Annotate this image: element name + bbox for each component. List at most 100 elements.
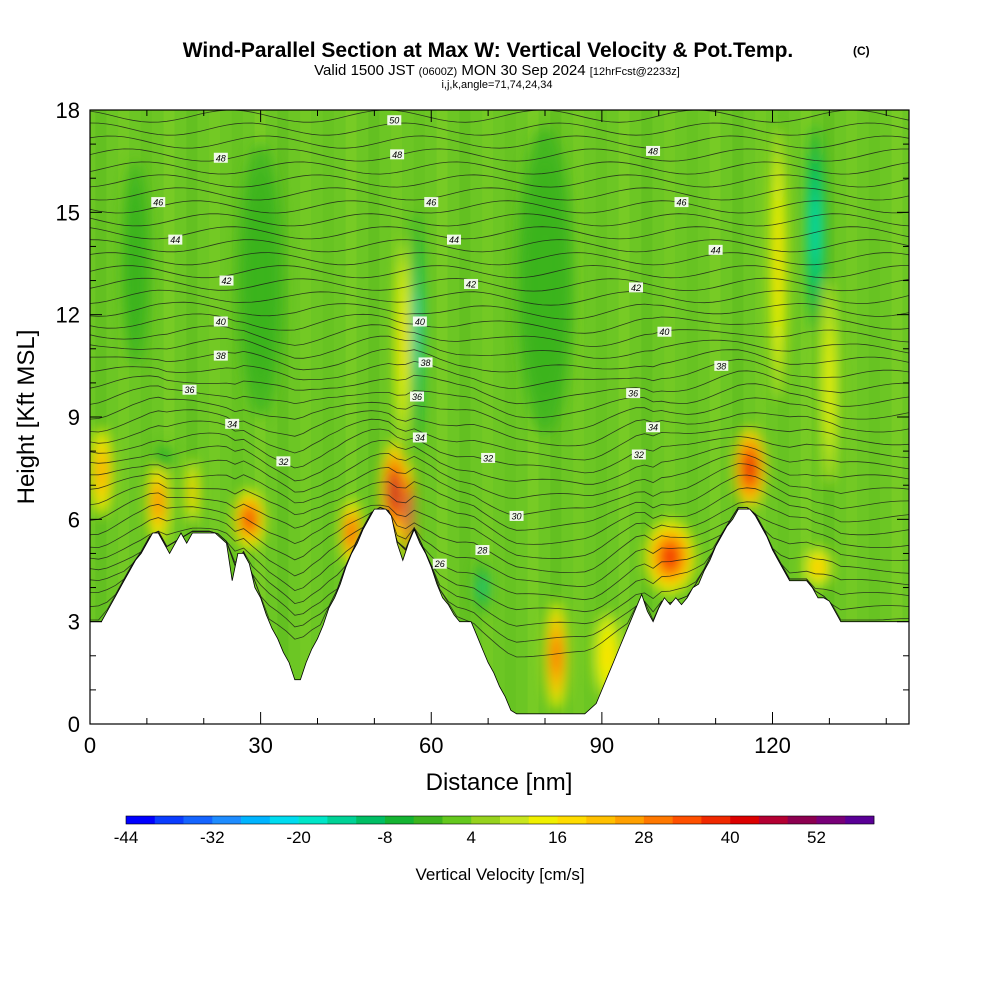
contour-labels: 50 48 48 48 46 46 46 44 44 44 42 42 42 40 40 40 38 38 38 36…	[151, 115, 729, 569]
contour-label: 26	[432, 558, 447, 569]
isentrope-line	[90, 335, 909, 359]
isentrope-line	[90, 239, 909, 253]
subtitle-date: MON 30 Sep 2024	[461, 62, 585, 79]
colorbar: -44 -32 -20 -8 4 16 28 40 52	[114, 815, 875, 847]
isentrope-line	[90, 226, 909, 240]
colorbar-swatch	[500, 816, 530, 824]
colorbar-tick-label: 40	[721, 828, 740, 847]
terrain-mask	[90, 508, 909, 724]
velocity-streak	[664, 110, 676, 724]
isentrope-line	[90, 463, 909, 516]
svg-text:42: 42	[631, 283, 641, 293]
velocity-streak	[345, 110, 357, 724]
colorbar-swatch	[413, 816, 443, 824]
svg-text:44: 44	[449, 235, 459, 245]
colorbar-tick-label: 28	[634, 828, 653, 847]
velocity-cell	[475, 560, 490, 615]
svg-text:32: 32	[634, 450, 644, 460]
colorbar-swatch	[269, 816, 299, 824]
svg-text:42: 42	[466, 279, 476, 289]
svg-text:26: 26	[434, 559, 445, 569]
isentrope-line	[90, 289, 909, 306]
svg-text:34: 34	[415, 433, 425, 443]
contour-label: 48	[646, 145, 661, 156]
svg-text:40: 40	[216, 317, 226, 327]
velocity-streak	[755, 110, 767, 724]
velocity-streak	[391, 110, 403, 724]
velocity-streak	[641, 110, 653, 724]
colorbar-tick-label: 52	[807, 828, 826, 847]
contour-label: 34	[646, 422, 661, 433]
velocity-streak	[618, 110, 630, 724]
svg-text:32: 32	[278, 457, 288, 467]
y-tick-label: 12	[56, 303, 80, 328]
isentrope-line	[90, 200, 909, 214]
velocity-streak	[595, 110, 607, 724]
colorbar-swatch	[643, 816, 673, 824]
contour-label: 32	[481, 452, 496, 463]
plot-area: 50 48 48 48 46 46 46 44 44 44 42 42 42 40 40 40 38 38 38 36…	[90, 110, 909, 724]
x-axis: 0 30 60 90 120	[84, 110, 887, 758]
contour-label: 36	[626, 388, 641, 399]
velocity-streak	[231, 110, 243, 724]
velocity-streak	[459, 110, 471, 724]
svg-text:28: 28	[476, 546, 487, 556]
colorbar-swatch	[356, 816, 386, 824]
colorbar-swatch	[126, 816, 156, 824]
svg-text:36: 36	[185, 385, 195, 395]
colorbar-swatch	[672, 816, 702, 824]
velocity-cell	[411, 212, 423, 452]
contour-label: 40	[657, 326, 672, 337]
x-tick-label: 0	[84, 733, 96, 758]
contour-label: 36	[410, 391, 425, 402]
svg-text:44: 44	[170, 235, 180, 245]
contour-label: 48	[213, 152, 228, 163]
contour-label: 38	[213, 350, 228, 361]
colorbar-swatch	[845, 816, 875, 824]
svg-text:32: 32	[483, 453, 493, 463]
chart-subtitle: Valid 1500 JST (0600Z) MON 30 Sep 2024 […	[314, 62, 680, 79]
velocity-streak	[118, 110, 130, 724]
colorbar-tick-label: 4	[466, 828, 475, 847]
colorbar-tick-label: -20	[286, 828, 311, 847]
velocity-cell	[146, 461, 170, 544]
isentrope-line	[90, 409, 909, 447]
contour-label: 40	[412, 316, 427, 327]
velocity-cells	[90, 127, 838, 711]
contour-label: 30	[509, 510, 524, 521]
contour-label: 28	[475, 545, 490, 556]
subtitle-forecast-info: [12hrFcst@2233z]	[590, 66, 680, 78]
contour-label: 38	[418, 357, 433, 368]
velocity-streak	[573, 110, 585, 724]
svg-text:40: 40	[659, 327, 669, 337]
velocity-streak	[186, 110, 198, 724]
colorbar-swatch	[327, 816, 357, 824]
y-axis-label: Height [Kft MSL]	[13, 330, 40, 505]
velocity-streak	[777, 110, 789, 724]
x-tick-label: 120	[754, 733, 791, 758]
velocity-cell	[185, 457, 200, 527]
colorbar-swatch	[701, 816, 731, 824]
isentrope-line	[90, 383, 909, 419]
svg-text:34: 34	[648, 423, 658, 433]
colorbar-tick-label: -8	[377, 828, 392, 847]
chart-title-mark: (C)	[853, 44, 870, 58]
colorbar-swatch	[471, 816, 501, 824]
subtitle-valid-time: Valid 1500 JST	[314, 62, 414, 79]
svg-text:46: 46	[153, 198, 163, 208]
velocity-streak	[482, 110, 494, 724]
isentrope-line	[90, 474, 909, 531]
velocity-streak	[163, 110, 175, 724]
isentrope-line	[90, 324, 909, 348]
isentrope-line	[90, 252, 909, 266]
contour-label: 46	[674, 197, 689, 208]
velocity-streak	[868, 110, 880, 724]
contour-label: 36	[182, 384, 197, 395]
y-tick-label: 3	[68, 610, 80, 635]
chart-title: Wind-Parallel Section at Max W: Vertical…	[183, 39, 794, 62]
svg-text:46: 46	[676, 198, 686, 208]
velocity-cell	[237, 144, 284, 418]
colorbar-swatch	[442, 816, 472, 824]
velocity-cell	[395, 239, 411, 445]
